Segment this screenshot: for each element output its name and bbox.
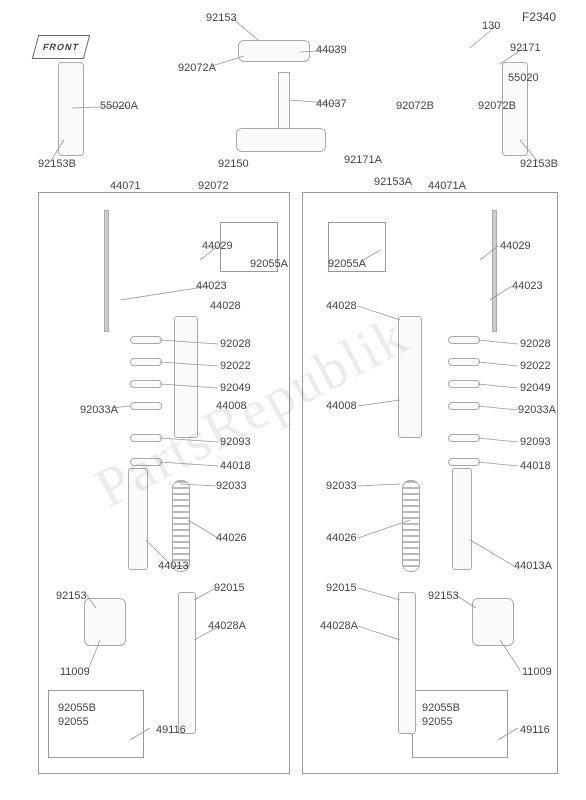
front-direction-tag: FRONT xyxy=(32,35,90,59)
left-rod xyxy=(104,210,109,332)
part-label-44037: 44037 xyxy=(316,98,347,110)
part-label-92028: 92028 xyxy=(220,338,251,350)
left-slider xyxy=(178,592,196,734)
lower-triple-clamp xyxy=(236,128,326,152)
part-label-92150: 92150 xyxy=(218,158,249,170)
part-label-92033A: 92033A xyxy=(80,404,118,416)
right-seal-1 xyxy=(448,336,480,344)
part-label-92049: 92049 xyxy=(220,382,251,394)
part-label-44013A: 44013A xyxy=(514,560,552,572)
part-label-92072B: 92072B xyxy=(396,100,434,112)
part-label-92015: 92015 xyxy=(326,582,357,594)
part-label-44028A: 44028A xyxy=(208,620,246,632)
part-label-44029: 44029 xyxy=(202,240,233,252)
part-label-44028: 44028 xyxy=(210,300,241,312)
part-label-92055A: 92055A xyxy=(328,258,366,270)
part-label-44008: 44008 xyxy=(326,400,357,412)
part-label-44026: 44026 xyxy=(326,532,357,544)
left-seal-1 xyxy=(130,336,162,344)
right-seal-4 xyxy=(448,402,480,410)
part-label-44071: 44071 xyxy=(110,180,141,192)
part-label-44028: 44028 xyxy=(326,300,357,312)
steering-stem xyxy=(278,72,290,130)
right-outer-tube xyxy=(398,316,422,438)
right-seal-3 xyxy=(448,380,480,388)
part-label-92028: 92028 xyxy=(520,338,551,350)
left-seal-2 xyxy=(130,358,162,366)
part-label-92072A: 92072A xyxy=(178,62,216,74)
right-seal-6 xyxy=(448,458,480,466)
part-label-44071A: 44071A xyxy=(428,180,466,192)
left-seal-6 xyxy=(130,458,162,466)
part-label-11009: 11009 xyxy=(60,666,90,678)
part-label-92171: 92171 xyxy=(510,42,541,54)
part-label-92015: 92015 xyxy=(214,582,245,594)
part-label-49116: 49116 xyxy=(520,724,550,736)
part-label-92055: 92055 xyxy=(422,716,453,728)
part-label-92072: 92072 xyxy=(198,180,229,192)
part-label-44039: 44039 xyxy=(316,44,347,56)
right-inner-tube xyxy=(452,468,472,570)
part-label-92055: 92055 xyxy=(58,716,89,728)
left-seal-3 xyxy=(130,380,162,388)
part-label-92153A: 92153A xyxy=(374,176,412,188)
part-label-92022: 92022 xyxy=(220,360,251,372)
part-label-92153B: 92153B xyxy=(38,158,76,170)
part-label-44029: 44029 xyxy=(500,240,531,252)
left-outer-tube xyxy=(174,316,198,438)
part-label-44026: 44026 xyxy=(216,532,247,544)
part-label-44023: 44023 xyxy=(196,280,227,292)
part-label-92033A: 92033A xyxy=(518,404,556,416)
part-label-92072B: 92072B xyxy=(478,100,516,112)
part-label-55020A: 55020A xyxy=(100,100,138,112)
part-label-92153: 92153 xyxy=(56,590,87,602)
part-label-92171A: 92171A xyxy=(344,154,382,166)
part-label-92153: 92153 xyxy=(428,590,459,602)
part-label-55020: 55020 xyxy=(508,72,539,84)
part-label-49116: 49116 xyxy=(156,724,186,736)
part-label-44008: 44008 xyxy=(216,400,247,412)
part-label-92093: 92093 xyxy=(520,436,551,448)
front-label: FRONT xyxy=(42,42,81,52)
part-label-92153B: 92153B xyxy=(520,158,558,170)
part-label-92022: 92022 xyxy=(520,360,551,372)
part-label-92033: 92033 xyxy=(326,480,357,492)
right-slider xyxy=(398,592,416,734)
left-fork-group-box xyxy=(38,192,290,774)
part-label-44013: 44013 xyxy=(158,560,189,572)
part-label-92033: 92033 xyxy=(216,480,247,492)
left-seal-5 xyxy=(130,434,162,442)
left-seal-4 xyxy=(130,402,162,410)
part-label-92093: 92093 xyxy=(220,436,251,448)
right-fork-bottom xyxy=(472,598,514,646)
part-label-92055B: 92055B xyxy=(422,702,460,714)
part-label-44018: 44018 xyxy=(220,460,251,472)
part-label-44023: 44023 xyxy=(512,280,543,292)
right-seal-2 xyxy=(448,358,480,366)
part-label-44028A: 44028A xyxy=(320,620,358,632)
part-label-92049: 92049 xyxy=(520,382,551,394)
left-fork-bottom xyxy=(84,598,126,646)
left-inner-tube xyxy=(128,468,148,570)
upper-triple-clamp xyxy=(238,40,310,62)
right-seal-5 xyxy=(448,434,480,442)
left-spring xyxy=(172,480,190,572)
part-label-92055A: 92055A xyxy=(250,258,288,270)
right-rod xyxy=(492,210,497,332)
part-label-92153: 92153 xyxy=(206,12,237,24)
part-label-44018: 44018 xyxy=(520,460,551,472)
figure-reference: F2340 xyxy=(522,10,556,24)
part-label-92055B: 92055B xyxy=(58,702,96,714)
part-label-11009: 11009 xyxy=(522,666,552,678)
part-label-130: 130 xyxy=(482,20,500,32)
right-spring xyxy=(402,480,420,572)
left-fork-guard xyxy=(58,62,84,156)
